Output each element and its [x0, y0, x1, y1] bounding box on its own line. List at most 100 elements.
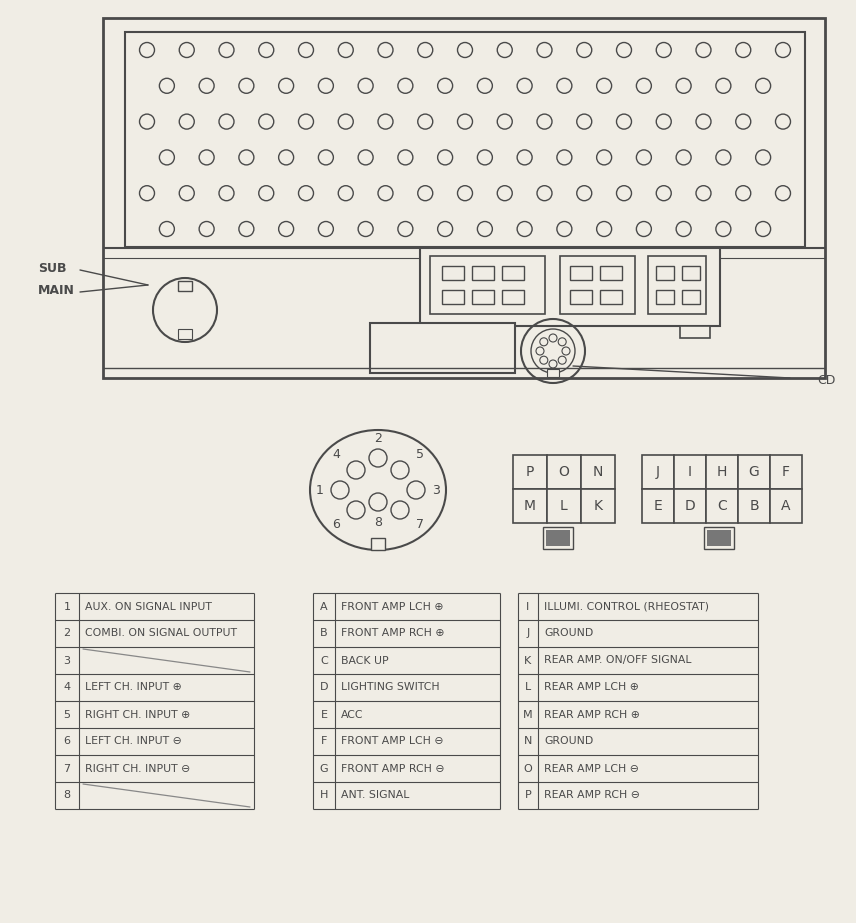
Text: I: I [688, 465, 692, 479]
Text: MAIN: MAIN [38, 283, 74, 296]
Bar [472, 290, 494, 304]
Text: 7: 7 [416, 519, 424, 532]
Text: K: K [593, 499, 603, 513]
Text: COMBI. ON SIGNAL OUTPUT: COMBI. ON SIGNAL OUTPUT [85, 629, 237, 639]
Text: B: B [320, 629, 328, 639]
Text: N: N [524, 737, 532, 747]
Text: G: G [319, 763, 329, 773]
Bar [680, 326, 710, 338]
Text: GROUND: GROUND [544, 737, 593, 747]
Text: AUX. ON SIGNAL INPUT: AUX. ON SIGNAL INPUT [85, 602, 212, 612]
Bar [371, 538, 385, 550]
Text: L: L [525, 682, 531, 692]
Bar [430, 326, 460, 338]
Text: H: H [320, 790, 328, 800]
Bar [706, 455, 738, 489]
Text: 5: 5 [416, 449, 424, 462]
Text: REAR AMP RCH ⊖: REAR AMP RCH ⊖ [544, 790, 640, 800]
Text: E: E [320, 710, 328, 720]
Bar [370, 323, 515, 373]
Bar [178, 329, 192, 339]
Bar [513, 489, 547, 523]
Text: D: D [320, 682, 328, 692]
Bar [546, 530, 570, 546]
Bar [770, 455, 802, 489]
Text: 7: 7 [63, 763, 70, 773]
Bar [103, 18, 825, 378]
Bar [600, 266, 622, 280]
Text: CD: CD [817, 374, 835, 387]
Text: O: O [524, 763, 532, 773]
Text: FRONT AMP RCH ⊕: FRONT AMP RCH ⊕ [341, 629, 444, 639]
Text: REAR AMP LCH ⊕: REAR AMP LCH ⊕ [544, 682, 639, 692]
Text: REAR AMP. ON/OFF SIGNAL: REAR AMP. ON/OFF SIGNAL [544, 655, 692, 665]
Text: LEFT CH. INPUT ⊕: LEFT CH. INPUT ⊕ [85, 682, 181, 692]
Bar [656, 266, 674, 280]
Bar [682, 266, 700, 280]
Bar [704, 527, 734, 549]
Text: M: M [524, 499, 536, 513]
Text: F: F [321, 737, 327, 747]
Bar [442, 266, 464, 280]
Bar [706, 489, 738, 523]
Bar [543, 527, 573, 549]
Text: G: G [749, 465, 759, 479]
Text: 3: 3 [432, 484, 440, 497]
Bar [570, 290, 592, 304]
Text: 3: 3 [63, 655, 70, 665]
Text: C: C [320, 655, 328, 665]
Text: 5: 5 [63, 710, 70, 720]
Bar [570, 266, 592, 280]
Bar [442, 290, 464, 304]
Text: 4: 4 [63, 682, 70, 692]
Bar [430, 256, 545, 314]
Text: BACK UP: BACK UP [341, 655, 389, 665]
Bar [674, 455, 706, 489]
Bar [125, 32, 805, 247]
Bar [560, 256, 635, 314]
Text: E: E [654, 499, 663, 513]
Bar [472, 266, 494, 280]
Bar [547, 489, 581, 523]
Text: FRONT AMP LCH ⊖: FRONT AMP LCH ⊖ [341, 737, 443, 747]
Text: I: I [526, 602, 530, 612]
Bar [581, 455, 615, 489]
Text: 8: 8 [63, 790, 70, 800]
Text: 1: 1 [63, 602, 70, 612]
Text: N: N [593, 465, 603, 479]
Text: K: K [525, 655, 532, 665]
Text: L: L [560, 499, 568, 513]
Bar [502, 266, 524, 280]
Bar [738, 489, 770, 523]
Text: J: J [526, 629, 530, 639]
Text: A: A [782, 499, 791, 513]
Bar [420, 248, 720, 326]
Bar [547, 369, 559, 377]
Text: 8: 8 [374, 516, 382, 529]
Bar [600, 290, 622, 304]
Text: O: O [559, 465, 569, 479]
Text: C: C [717, 499, 727, 513]
Text: J: J [656, 465, 660, 479]
Bar [682, 290, 700, 304]
Text: P: P [526, 465, 534, 479]
Bar [178, 281, 192, 291]
Text: FRONT AMP RCH ⊖: FRONT AMP RCH ⊖ [341, 763, 444, 773]
Bar [656, 290, 674, 304]
Bar [642, 489, 674, 523]
Bar [642, 455, 674, 489]
Text: H: H [716, 465, 728, 479]
Bar [674, 489, 706, 523]
Bar [581, 489, 615, 523]
Text: 2: 2 [374, 431, 382, 445]
Text: GROUND: GROUND [544, 629, 593, 639]
Text: 6: 6 [63, 737, 70, 747]
Text: RIGHT CH. INPUT ⊕: RIGHT CH. INPUT ⊕ [85, 710, 190, 720]
Text: RIGHT CH. INPUT ⊖: RIGHT CH. INPUT ⊖ [85, 763, 190, 773]
Text: B: B [749, 499, 758, 513]
Text: REAR AMP RCH ⊕: REAR AMP RCH ⊕ [544, 710, 640, 720]
Bar [648, 256, 706, 314]
Bar [770, 489, 802, 523]
Text: 4: 4 [332, 449, 340, 462]
Bar [502, 290, 524, 304]
